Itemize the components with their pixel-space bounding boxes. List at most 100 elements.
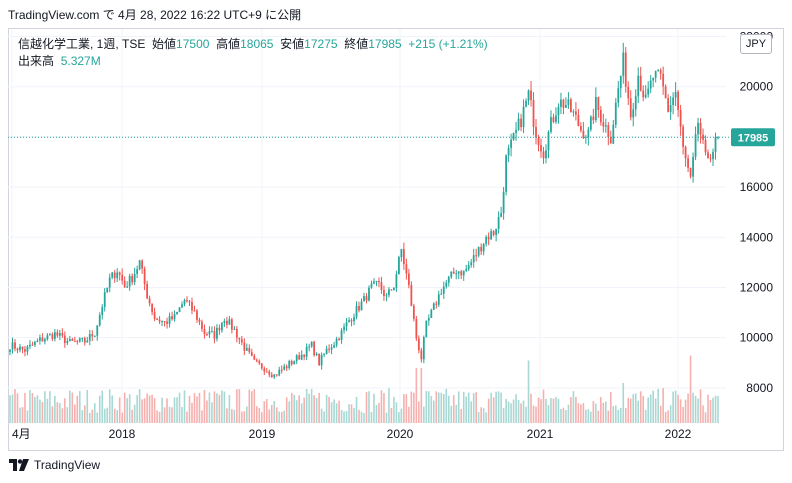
candle-body <box>191 301 193 311</box>
candle-body <box>505 155 507 192</box>
candle-body <box>570 99 572 113</box>
candle-body <box>492 231 495 235</box>
candle-body <box>427 318 430 321</box>
candle-body <box>540 145 542 152</box>
volume-bar <box>238 389 241 423</box>
volume-bar <box>368 391 370 423</box>
candle-body <box>470 262 473 266</box>
candle-body <box>627 86 630 99</box>
candle-body <box>445 282 448 287</box>
volume-bar <box>639 391 642 423</box>
volume-bar <box>178 392 181 423</box>
volume-bar <box>223 391 226 423</box>
volume-bar <box>415 368 418 423</box>
candle-body <box>450 271 453 278</box>
candle-body <box>216 327 218 339</box>
volume-bar <box>243 411 246 423</box>
volume-bar <box>323 411 325 423</box>
symbol-info[interactable]: 信越化学工業, 1週, TSE <box>18 37 146 51</box>
volume-bar <box>405 394 408 423</box>
footer-brand[interactable]: TradingView <box>9 458 100 472</box>
volume-bar <box>108 389 111 423</box>
volume-bar <box>206 400 208 423</box>
volume-bar <box>480 407 482 423</box>
candle-body <box>253 355 256 360</box>
volume-bar <box>136 395 138 423</box>
ohlc-legend: 信越化学工業, 1週, TSE 始値17500 高値18065 安値17275 … <box>18 35 488 52</box>
candle-body <box>398 257 400 275</box>
volume-bar <box>600 397 602 423</box>
candle-body <box>96 325 99 336</box>
candle-body <box>452 271 455 274</box>
currency-badge[interactable]: JPY <box>740 34 772 54</box>
volume-bar <box>612 406 615 423</box>
volume-bar <box>163 407 166 423</box>
candle-body <box>465 268 468 271</box>
candle-body <box>310 341 313 347</box>
volume-bar <box>39 399 41 423</box>
volume-bar <box>31 392 34 423</box>
candle-body <box>103 292 106 308</box>
candle-body <box>462 270 465 276</box>
candle-body <box>39 337 41 341</box>
candle-body <box>73 340 76 342</box>
volume-bar <box>642 395 645 423</box>
volume-bar <box>595 403 597 423</box>
candle-body <box>320 354 323 366</box>
volume-bar <box>173 397 176 423</box>
candle-body <box>704 139 707 153</box>
volume-bar <box>228 395 231 423</box>
last-price-tag-text: 17985 <box>738 132 769 144</box>
volume-bar <box>580 404 582 423</box>
candle-body <box>270 374 273 378</box>
candle-body <box>83 338 86 343</box>
volume-bar <box>467 392 470 423</box>
volume-bar <box>166 398 168 423</box>
close-label: 終値 <box>344 37 369 51</box>
volume-bar <box>545 398 547 423</box>
volume-bar <box>106 407 109 423</box>
candle-body <box>230 319 233 330</box>
volume-bar <box>413 392 415 423</box>
candle-body <box>602 122 605 127</box>
candle-body <box>487 236 490 240</box>
volume-label[interactable]: 出来高 <box>18 54 55 68</box>
candle-body <box>612 124 615 144</box>
volume-bar <box>457 391 460 423</box>
volume-bar <box>709 400 712 423</box>
volume-bar <box>161 397 163 423</box>
volume-bar <box>425 390 428 423</box>
volume-bar <box>664 412 667 423</box>
candle-body <box>530 90 532 101</box>
volume-bar <box>472 393 475 423</box>
candle-body <box>480 246 483 252</box>
candle-body <box>44 339 46 342</box>
candle-body <box>161 321 163 323</box>
candle-body <box>405 264 408 274</box>
candle-body <box>173 314 176 320</box>
y-tick-label: 14000 <box>740 230 774 244</box>
candle-body <box>639 75 642 91</box>
candle-body <box>325 348 328 354</box>
candle-body <box>515 129 517 133</box>
candle-body <box>592 116 595 121</box>
candle-body <box>168 316 171 324</box>
candle-body <box>88 334 91 341</box>
volume-bar <box>305 388 308 423</box>
candle-body <box>689 167 692 177</box>
candle-body <box>557 106 560 116</box>
volume-bar <box>535 406 537 423</box>
candle-body <box>338 338 340 340</box>
candle-body <box>560 99 562 107</box>
volume-bar <box>186 411 188 423</box>
volume-bar <box>502 407 505 423</box>
volume-bar <box>400 408 403 423</box>
open-value: 17500 <box>176 37 210 51</box>
candle-body <box>166 321 168 324</box>
candle-body <box>550 117 552 132</box>
candle-body <box>68 339 71 342</box>
candle-body <box>133 273 136 283</box>
volume-bar <box>143 398 146 423</box>
volume-bar <box>54 395 56 423</box>
